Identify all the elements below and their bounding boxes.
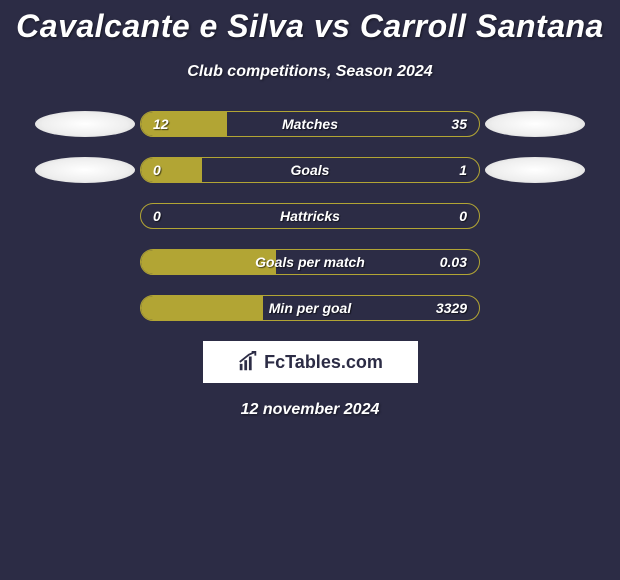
stat-row: 12 Matches 35 bbox=[0, 111, 620, 137]
stat-label: Matches bbox=[282, 116, 338, 132]
avatar-slot-right bbox=[480, 157, 590, 183]
player-avatar-right bbox=[485, 111, 585, 137]
stat-row: Min per goal 3329 bbox=[0, 295, 620, 321]
page-subtitle: Club competitions, Season 2024 bbox=[0, 63, 620, 81]
page-title: Cavalcante e Silva vs Carroll Santana bbox=[0, 0, 620, 45]
stat-value-right: 35 bbox=[451, 116, 467, 132]
stat-value-left: 0 bbox=[153, 162, 161, 178]
avatar-slot-left bbox=[30, 111, 140, 137]
stat-label: Goals bbox=[291, 162, 330, 178]
stat-label: Hattricks bbox=[280, 208, 340, 224]
stat-value-left: 0 bbox=[153, 208, 161, 224]
brand-text: FcTables.com bbox=[264, 352, 383, 373]
chart-icon bbox=[237, 351, 259, 373]
player-avatar-left bbox=[35, 111, 135, 137]
brand-badge: FcTables.com bbox=[203, 341, 418, 383]
stat-value-right: 3329 bbox=[436, 300, 467, 316]
stat-bar: 0 Hattricks 0 bbox=[140, 203, 480, 229]
stat-label: Min per goal bbox=[269, 300, 351, 316]
stat-bar-fill bbox=[141, 296, 263, 320]
stat-row: 0 Hattricks 0 bbox=[0, 203, 620, 229]
stat-value-left: 12 bbox=[153, 116, 169, 132]
stat-bar: Goals per match 0.03 bbox=[140, 249, 480, 275]
stat-value-right: 0 bbox=[459, 208, 467, 224]
stat-label: Goals per match bbox=[255, 254, 365, 270]
stat-bar: 0 Goals 1 bbox=[140, 157, 480, 183]
player-avatar-left bbox=[35, 157, 135, 183]
stat-row: Goals per match 0.03 bbox=[0, 249, 620, 275]
date-text: 12 november 2024 bbox=[0, 401, 620, 419]
stat-bar: 12 Matches 35 bbox=[140, 111, 480, 137]
stat-bar: Min per goal 3329 bbox=[140, 295, 480, 321]
stat-row: 0 Goals 1 bbox=[0, 157, 620, 183]
stat-bar-fill bbox=[141, 158, 202, 182]
player-avatar-right bbox=[485, 157, 585, 183]
avatar-slot-left bbox=[30, 157, 140, 183]
avatar-slot-right bbox=[480, 111, 590, 137]
stat-value-right: 1 bbox=[459, 162, 467, 178]
stats-container: 12 Matches 35 0 Goals 1 0 Hattricks 0 Goals per m… bbox=[0, 111, 620, 321]
stat-value-right: 0.03 bbox=[440, 254, 467, 270]
